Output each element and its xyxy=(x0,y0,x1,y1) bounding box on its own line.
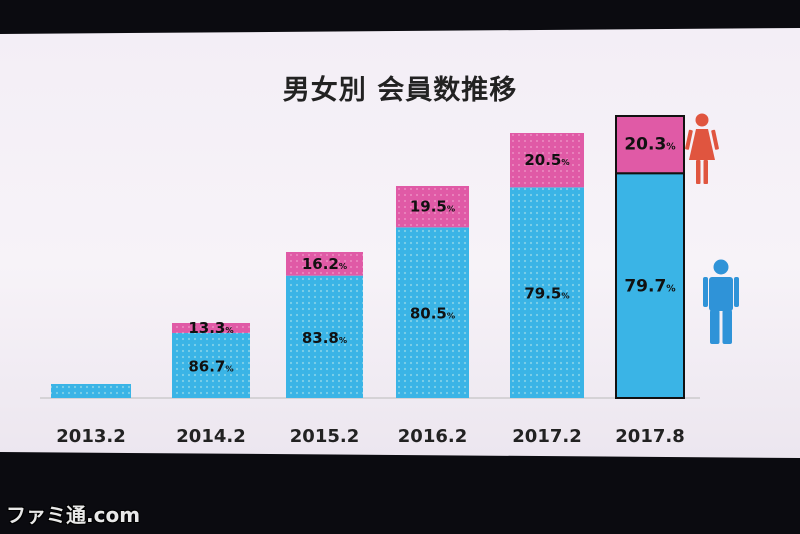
x-tick-label: 2017.2 xyxy=(512,426,581,447)
x-tick-label: 2013.2 xyxy=(56,426,125,447)
bar-male xyxy=(172,332,250,398)
male-figure-icon xyxy=(703,259,739,344)
bar-female xyxy=(615,115,685,175)
data-label-female: 20.5% xyxy=(524,151,569,169)
female-figure-icon xyxy=(685,113,719,184)
bar-female xyxy=(172,323,250,333)
bar-male xyxy=(510,187,584,398)
data-label-female: 19.5% xyxy=(410,198,455,216)
bar-male xyxy=(286,275,363,398)
data-label-female: 20.3% xyxy=(624,135,676,155)
bar-female xyxy=(396,186,469,228)
x-tick-label: 2016.2 xyxy=(398,426,467,447)
data-label-male: 80.5% xyxy=(410,305,455,323)
x-tick-label: 2015.2 xyxy=(290,426,359,447)
data-label-male: 86.7% xyxy=(188,357,233,375)
data-label-male: 79.7% xyxy=(624,277,676,297)
bar-male xyxy=(396,227,469,398)
bar-female xyxy=(510,133,584,188)
bar-total xyxy=(51,384,131,398)
chart-title: 男女別 会員数推移 xyxy=(282,75,518,106)
data-label-male: 79.5% xyxy=(524,285,569,303)
x-tick-label: 2017.8 xyxy=(615,426,684,447)
bar-female xyxy=(286,252,363,276)
data-label-female: 13.3% xyxy=(188,319,233,337)
data-label-female: 16.2% xyxy=(302,255,347,273)
watermark-logo: ファミ通.com xyxy=(6,503,141,527)
data-label-male: 83.8% xyxy=(302,329,347,347)
x-tick-label: 2014.2 xyxy=(176,426,245,447)
